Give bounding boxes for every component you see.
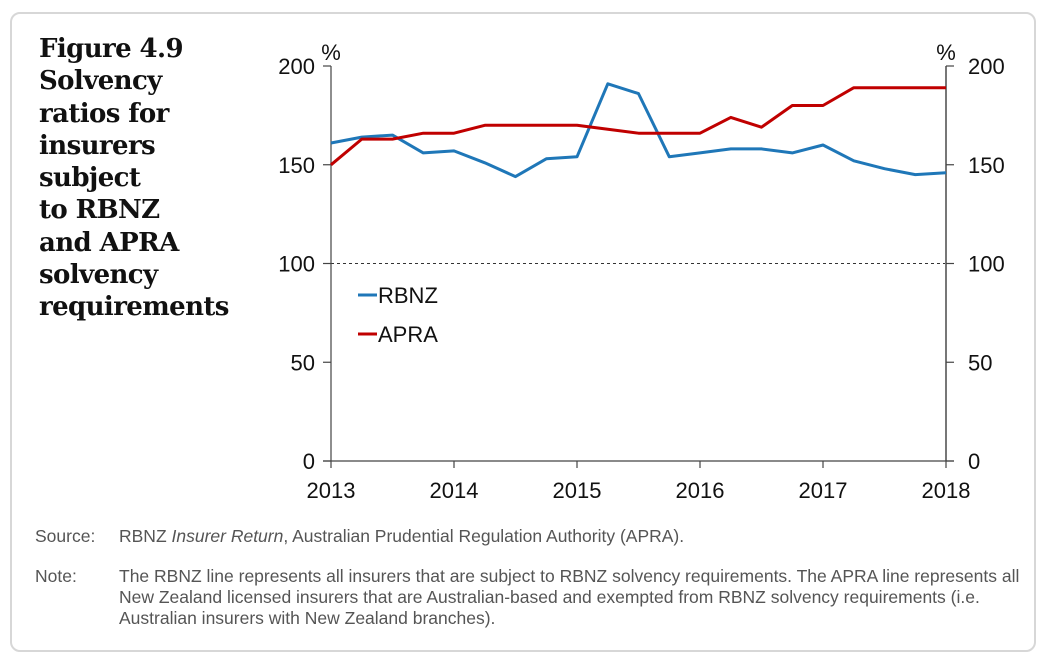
- left-y-tick-label: 0: [303, 449, 315, 474]
- title-line: requirements: [39, 292, 229, 323]
- x-tick-label: 2018: [922, 478, 971, 503]
- right-y-tick-label: 50: [968, 350, 992, 375]
- source-row: Source: RBNZ Insurer Return, Australian …: [35, 526, 1025, 547]
- title-line: Figure 4.9: [39, 34, 184, 64]
- right-y-tick-label: 100: [968, 252, 1005, 277]
- note-label: Note:: [35, 566, 77, 586]
- title-line: to RBNZ: [39, 195, 160, 226]
- left-y-tick-label: 100: [278, 252, 315, 277]
- source-prefix: RBNZ: [119, 526, 172, 546]
- left-y-tick-label: 50: [291, 350, 315, 375]
- x-tick-label: 2017: [799, 478, 848, 503]
- title-line: Solvency: [39, 66, 162, 97]
- title-line: solvency: [39, 260, 158, 291]
- series-line-rbnz: [330, 82, 947, 179]
- note-row: Note: The RBNZ line represents all insur…: [35, 566, 1025, 629]
- legend-label-apra: APRA: [378, 322, 438, 347]
- left-y-unit-label: %: [321, 40, 341, 65]
- x-tick-label: 2016: [676, 478, 725, 503]
- x-tick-label: 2013: [307, 478, 356, 503]
- note-text: The RBNZ line represents all insurers th…: [119, 566, 1020, 628]
- legend-label-rbnz: RBNZ: [378, 283, 438, 308]
- figure-title: Figure 4.9 Solvency ratios for insurers …: [39, 33, 239, 324]
- title-line: subject: [39, 163, 141, 194]
- right-y-unit-label: %: [936, 40, 956, 65]
- source-text: RBNZ Insurer Return, Australian Prudenti…: [119, 526, 1025, 547]
- title-line: ratios for: [39, 98, 169, 129]
- right-y-tick-label: 200: [968, 54, 1005, 79]
- right-y-tick-label: 150: [968, 153, 1005, 178]
- figure-notes: Source: RBNZ Insurer Return, Australian …: [35, 526, 1025, 629]
- x-tick-label: 2015: [553, 478, 602, 503]
- source-italic: Insurer Return: [171, 526, 284, 546]
- x-tick-label: 2014: [430, 478, 479, 503]
- title-line: and APRA: [39, 227, 179, 258]
- series-line-apra: [330, 86, 946, 166]
- source-suffix: , Australian Prudential Regulation Autho…: [283, 526, 685, 546]
- title-line: insurers: [39, 130, 156, 161]
- line-chart: 0 0 50 50 100 100 150 150 200 200% % 2013 2014 2015 20…: [278, 40, 1005, 503]
- left-y-tick-label: 200: [278, 54, 315, 79]
- figure-frame: [10, 12, 1036, 652]
- source-label: Source:: [35, 526, 96, 546]
- right-y-tick-label: 0: [968, 449, 980, 474]
- left-y-tick-label: 150: [278, 153, 315, 178]
